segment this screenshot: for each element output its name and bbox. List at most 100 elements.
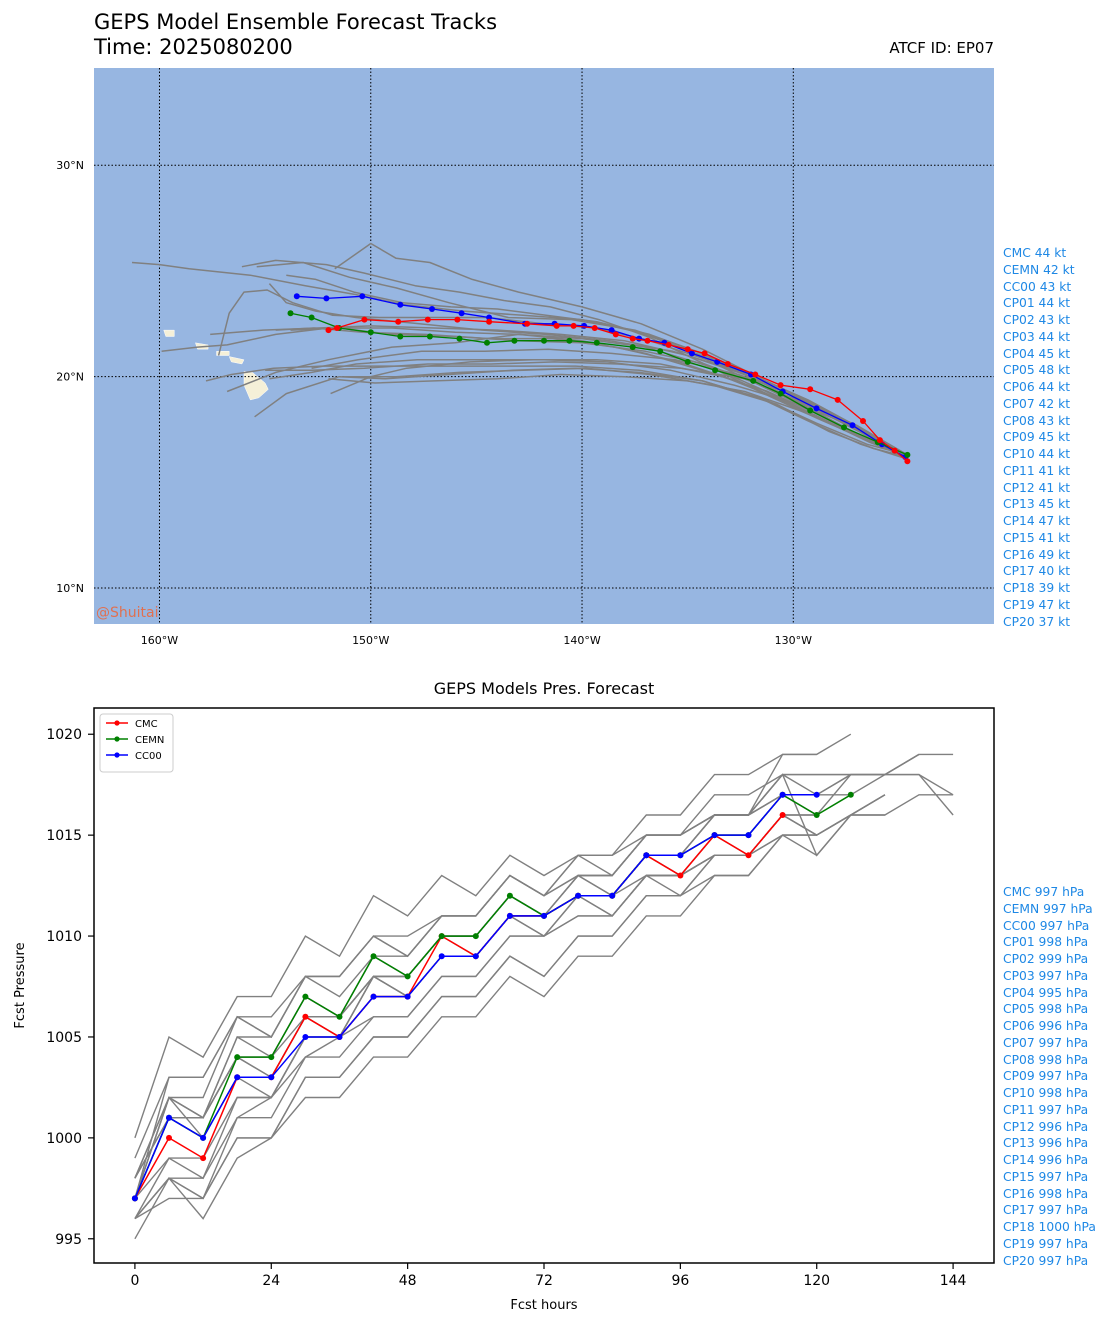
wind-list-item-11: CP09 45 kt	[1003, 430, 1071, 445]
track-point-cmc-18	[524, 320, 531, 327]
pressure-list-item-5: CP03 997 hPa	[1003, 968, 1089, 983]
island-0	[163, 329, 175, 337]
pressure-point-cmc-5	[302, 1013, 309, 1020]
track-cp11	[311, 348, 908, 456]
pressure-point-cc00-0	[131, 1195, 138, 1202]
wind-list-item-16: CP14 47 kt	[1003, 514, 1071, 528]
track-point-cemn-11	[566, 337, 573, 344]
wind-list-item-6: CP04 45 kt	[1003, 346, 1071, 361]
track-point-cmc-8	[724, 361, 731, 367]
wind-list-item-12: CP10 44 kt	[1003, 447, 1071, 461]
pressure-line-cp12	[134, 794, 886, 1220]
track-point-cemn-14	[484, 339, 490, 346]
pressure-point-cmc-16	[677, 872, 684, 879]
pressure-point-cemn-11	[506, 892, 513, 899]
track-cemn	[290, 312, 908, 456]
wind-list-item-5: CP03 44 kt	[1003, 329, 1071, 344]
track-point-cc00-3	[813, 405, 820, 412]
pressure-point-cc00-8	[404, 993, 411, 1000]
pressure-point-cmc-19	[779, 812, 786, 818]
track-point-cemn-6	[712, 367, 719, 374]
pressure-list-item-20: CP18 1000 hPa	[1003, 1220, 1096, 1234]
track-cp13	[241, 259, 908, 456]
lat-tick-label-2: 10°N	[56, 582, 84, 595]
lon-tick-label-1: 150°W	[352, 634, 389, 647]
lon-tick-label-3: 130°W	[775, 634, 812, 647]
wind-list-item-19: CP17 40 kt	[1003, 564, 1071, 579]
pressure-point-cc00-1	[166, 1114, 172, 1121]
track-point-cc00-17	[397, 301, 404, 308]
pressure-list-item-11: CP09 997 hPa	[1003, 1069, 1089, 1084]
track-point-cemn-17	[397, 333, 404, 340]
pressure-point-cc00-9	[438, 953, 445, 960]
pressure-list-item-21: CP19 997 hPa	[1003, 1236, 1089, 1251]
pressure-point-cc00-12	[541, 912, 547, 919]
track-point-cmc-22	[395, 318, 402, 325]
track-point-cemn-16	[426, 333, 433, 340]
pressure-point-cemn-6	[336, 1013, 343, 1020]
x-tick-label-5: 120	[803, 1273, 830, 1289]
track-point-cmc-0	[904, 458, 911, 465]
pressure-line-cp08	[134, 814, 885, 1199]
pressure-list-item-22: CP20 997 hPa	[1003, 1253, 1089, 1268]
pressure-point-cc00-17	[711, 832, 718, 839]
pressure-point-cc00-2	[200, 1134, 207, 1141]
track-point-cemn-21	[287, 310, 294, 317]
pressure-point-cc00-10	[472, 953, 479, 960]
track-point-cemn-4	[777, 390, 784, 397]
pressure-list-item-19: CP17 997 hPa	[1003, 1203, 1089, 1218]
watermark: @Shuitai	[96, 605, 158, 621]
lat-tick-label-1: 20°N	[56, 371, 84, 384]
track-point-cemn-9	[629, 344, 636, 351]
pressure-point-cc00-7	[370, 993, 377, 1000]
y-axis-label: Fcst Pressure	[13, 942, 28, 1028]
track-point-cemn-10	[593, 339, 600, 346]
track-point-cmc-19	[486, 318, 493, 325]
track-point-cemn-3	[807, 407, 814, 414]
track-cp18	[205, 365, 908, 460]
x-tick-label-1: 24	[262, 1273, 280, 1289]
track-point-cmc-2	[876, 437, 883, 444]
track-point-cmc-6	[777, 382, 784, 389]
pressure-plot-frame	[93, 707, 995, 1264]
pressure-point-cemn-21	[847, 791, 854, 798]
track-point-cmc-10	[684, 346, 691, 353]
pressure-list-item-7: CP05 998 hPa	[1003, 1002, 1089, 1017]
track-point-cemn-18	[367, 329, 374, 336]
wind-list-item-9: CP07 42 kt	[1003, 396, 1071, 411]
ocean-background	[94, 68, 994, 624]
legend-marker-cc00	[114, 752, 120, 758]
pressure-point-cemn-20	[813, 812, 820, 818]
track-point-cmc-20	[454, 316, 461, 323]
wind-list-item-4: CP02 43 kt	[1003, 313, 1071, 327]
track-point-cc00-14	[486, 314, 493, 321]
pressure-point-cmc-18	[745, 852, 752, 859]
pressure-point-cc00-18	[745, 832, 752, 839]
lon-tick-label-0: 160°W	[141, 634, 178, 647]
pressure-point-cc00-20	[813, 791, 820, 798]
track-point-cemn-13	[511, 337, 518, 344]
track-point-cmc-15	[591, 325, 598, 331]
pressure-point-cemn-9	[438, 933, 445, 940]
track-point-cemn-7	[684, 358, 691, 365]
pressure-list-item-0: CMC 997 hPa	[1003, 885, 1085, 899]
pressure-point-cc00-16	[677, 852, 684, 859]
track-point-cmc-24	[334, 325, 340, 331]
pressure-line-cp10	[134, 793, 818, 1179]
pressure-point-cemn-4	[268, 1054, 275, 1061]
track-point-cmc-17	[553, 322, 560, 329]
track-point-cmc-7	[752, 371, 759, 378]
pressure-list-item-4: CP02 999 hPa	[1003, 952, 1089, 966]
lat-tick-label-0: 30°N	[56, 159, 84, 172]
track-point-cmc-11	[665, 341, 672, 348]
track-cp20	[268, 283, 908, 456]
pressure-point-cc00-3	[234, 1074, 241, 1081]
pressure-list-item-8: CP06 996 hPa	[1003, 1019, 1089, 1033]
pressure-list-item-3: CP01 998 hPa	[1003, 935, 1089, 950]
track-point-cc00-7	[688, 350, 695, 357]
track-point-cemn-0	[904, 451, 911, 458]
track-cp17	[275, 327, 908, 456]
track-point-cmc-16	[570, 322, 577, 329]
pressure-point-cmc-2	[200, 1155, 207, 1162]
